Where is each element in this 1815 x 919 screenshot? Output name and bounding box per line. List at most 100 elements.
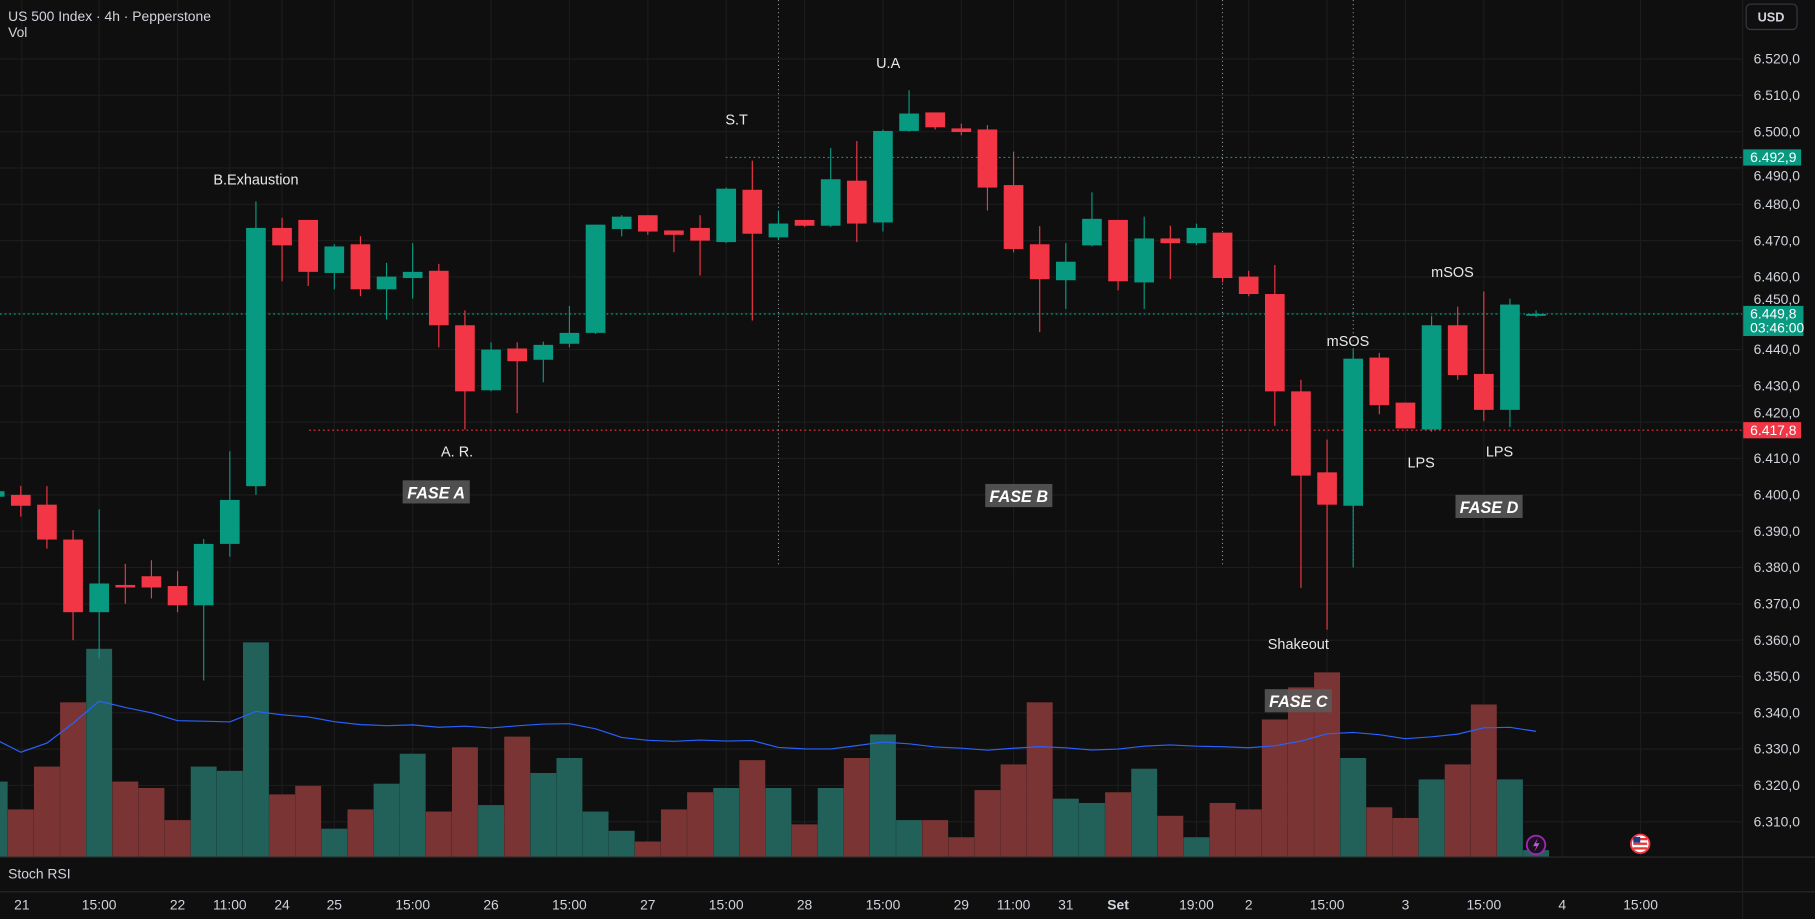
volume-bar (713, 787, 740, 857)
candle (1526, 310, 1546, 318)
candle-body (1212, 232, 1233, 279)
candle-body (1291, 391, 1311, 476)
phase-label-text: FASE A (407, 484, 465, 502)
price-axis[interactable]: 6.520,0 6.510,0 6.500,0 6.490,0 6.480,0 6.470… (1743, 51, 1804, 830)
phase-label-text: FASE C (1269, 693, 1328, 711)
candle (637, 215, 658, 235)
phase-label: FASE C (1264, 689, 1332, 713)
candle-body (1447, 325, 1468, 376)
volume-ma-line (0, 700, 1537, 753)
price-tick-label: 6.490,0 (1754, 168, 1801, 184)
annotation-label: LPS (1486, 445, 1513, 461)
currency-button[interactable]: USD (1745, 3, 1798, 31)
candle (1343, 349, 1364, 568)
candle-body (1238, 276, 1259, 295)
phase-label-text: FASE B (990, 488, 1049, 506)
candle (1447, 306, 1468, 380)
volume-bar (86, 648, 113, 857)
volume-bar (504, 736, 531, 857)
time-tick-label: 11:00 (213, 897, 247, 913)
candle (1160, 225, 1181, 280)
lightning-icon[interactable] (1525, 834, 1547, 856)
volume-pane (0, 642, 1550, 857)
volume-bar (1183, 837, 1210, 857)
price-tick-label: 6.460,0 (1754, 269, 1801, 285)
candle-body (585, 224, 606, 333)
price-tick-label: 6.430,0 (1754, 378, 1801, 394)
candle (1003, 151, 1024, 253)
volume-bar (582, 811, 609, 857)
volume-bar (1157, 815, 1184, 857)
volume-bar (1444, 764, 1471, 857)
time-tick-label: 28 (797, 897, 813, 913)
candle-body (559, 332, 580, 344)
price-badge-current[interactable]: 6.449,803:46:00 (1743, 306, 1804, 336)
phase-label: FASE B (985, 483, 1053, 508)
volume-bar (791, 824, 818, 857)
price-tick-label: 6.440,0 (1754, 341, 1801, 357)
price-badge-current-bg (1743, 305, 1804, 336)
price-tick-label: 6.340,0 (1754, 704, 1801, 720)
annotations: B.Exhaustion A. R. S.T U.A Shakeout mSOS LPS LP… (213, 56, 1523, 713)
volume-bar (1105, 792, 1132, 857)
candle-body (167, 586, 188, 606)
candle (376, 262, 397, 320)
volume-label: Vol (8, 24, 27, 40)
volume-bar (1052, 798, 1079, 857)
annotation-label: Shakeout (1268, 637, 1329, 653)
price-tick-label: 6.420,0 (1754, 405, 1801, 421)
candle-body (1395, 402, 1416, 429)
volume-bar (164, 820, 191, 857)
price-tick-label: 6.510,0 (1754, 87, 1801, 103)
time-tick-label: 25 (327, 897, 343, 913)
candle (219, 451, 240, 557)
candle (1291, 379, 1311, 588)
price-badge-high-value: 6.492,9 (1750, 149, 1797, 165)
phase-label-bg (985, 483, 1053, 508)
volume-bar (1026, 702, 1053, 857)
price-badge-high[interactable]: 6.492,9 (1743, 149, 1802, 166)
candle (846, 141, 867, 243)
candle-body (1369, 357, 1390, 406)
stoch-rsi-label: Stoch RSI (8, 865, 70, 881)
volume-bar (634, 841, 661, 857)
price-tick-label: 6.370,0 (1754, 595, 1801, 611)
candle-body (1082, 218, 1102, 246)
price-badge-low[interactable]: 6.417,8 (1743, 422, 1802, 439)
volume-bar (295, 785, 322, 857)
volume-bar (843, 758, 870, 857)
volume-bar (1287, 687, 1314, 857)
time-tick-label: 15:00 (866, 897, 901, 913)
candle (402, 243, 423, 299)
candle (977, 125, 998, 211)
candle (1264, 264, 1285, 426)
time-axis[interactable]: 21 15:00 22 11:00 24 25 15:00 26 15:00 27 15:00 28 1… (14, 897, 1658, 913)
volume-bar (869, 734, 896, 857)
volume-bar (190, 766, 217, 857)
candle-body (1029, 244, 1050, 280)
volume-bar (216, 770, 243, 857)
us-flag-icon[interactable] (1630, 833, 1651, 854)
candle (533, 341, 554, 383)
candle (1134, 216, 1155, 309)
candle (1082, 192, 1102, 247)
price-tick-label: 6.500,0 (1754, 123, 1801, 139)
time-tick-label: Set (1107, 897, 1129, 913)
price-tick-label: 6.480,0 (1754, 196, 1801, 212)
volume-bar (242, 642, 269, 857)
price-levels (0, 156, 1743, 431)
volume-bar (1078, 802, 1105, 857)
volume-bar (1366, 807, 1393, 857)
candle-body (10, 494, 31, 506)
candle-body (1317, 472, 1337, 505)
time-tick-label: 29 (954, 897, 970, 913)
vertical-markers (777, 0, 1354, 568)
volume-bar (425, 811, 452, 857)
candle (1186, 223, 1207, 246)
candle (899, 90, 919, 132)
price-tick-label: 6.350,0 (1754, 668, 1801, 684)
volume-bar (1209, 802, 1236, 857)
price-tick-label: 6.400,0 (1754, 487, 1801, 503)
